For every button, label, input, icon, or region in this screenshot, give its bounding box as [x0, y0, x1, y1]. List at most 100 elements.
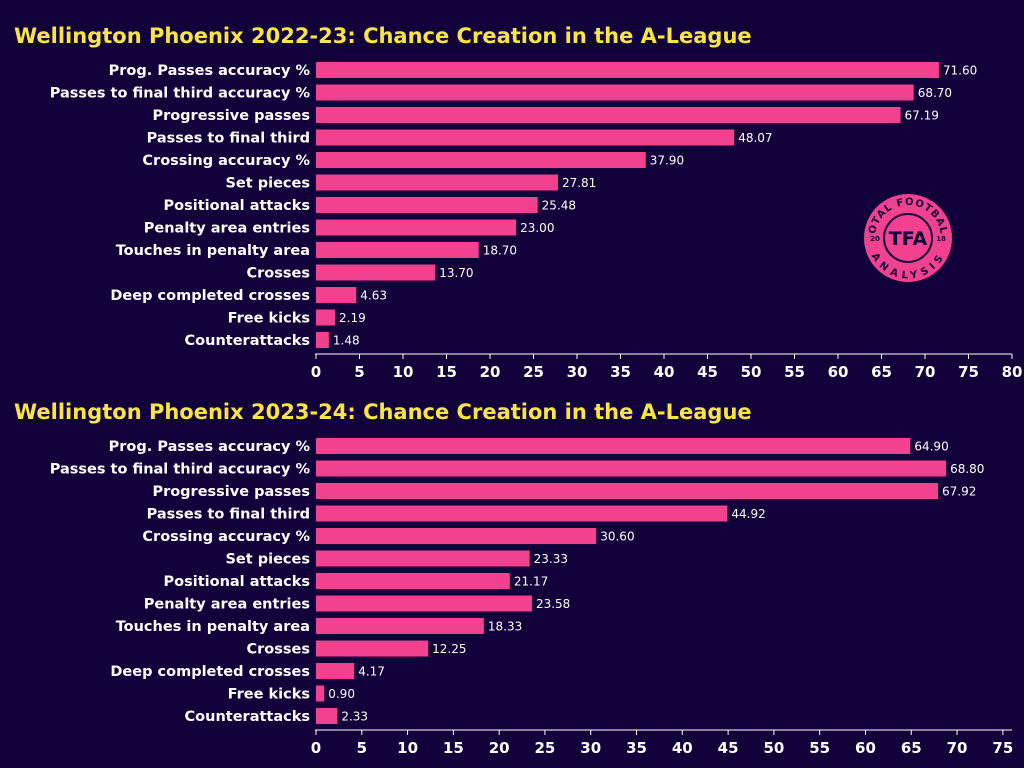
x-tick-label: 45 [718, 739, 739, 757]
chart-title-2022-23: Wellington Phoenix 2022-23: Chance Creat… [14, 24, 752, 48]
value-label: 64.90 [914, 440, 948, 454]
logo-center-text: TFA [889, 228, 928, 250]
category-labels: Prog. Passes accuracy % Passes to final t… [50, 63, 311, 349]
x-tick-label: 60 [828, 363, 849, 381]
x-tick-label: 60 [855, 739, 876, 757]
bar [316, 174, 558, 191]
bar [316, 107, 901, 123]
category-label: Set pieces [225, 552, 310, 568]
value-label: 27.81 [562, 176, 596, 190]
category-label: Penalty area entries [144, 597, 310, 613]
category-label: Free kicks [228, 687, 310, 703]
value-label: 37.90 [650, 154, 684, 168]
bars [316, 62, 939, 348]
category-label: Counterattacks [185, 709, 310, 725]
logo-right-year: 18 [936, 235, 946, 243]
x-tick-label: 15 [436, 363, 457, 381]
bar [316, 528, 597, 544]
category-label: Passes to final third accuracy % [50, 462, 311, 478]
value-label: 44.92 [731, 507, 765, 521]
category-label: Touches in penalty area [116, 243, 310, 259]
category-label: Deep completed crosses [110, 288, 310, 304]
x-tick-label: 65 [901, 739, 922, 757]
x-tick-label: 40 [654, 363, 675, 381]
bar [316, 640, 429, 657]
value-label: 30.60 [600, 530, 634, 544]
value-label: 18.70 [483, 244, 517, 258]
bar [316, 62, 939, 78]
bars [316, 438, 947, 724]
x-tick-label: 20 [489, 739, 510, 757]
x-tick-label: 30 [567, 363, 588, 381]
chart-2022-23: Wellington Phoenix 2022-23: Chance Creat… [14, 24, 1022, 381]
x-tick-label: 15 [443, 739, 464, 757]
bar [316, 197, 538, 213]
x-tick-label: 55 [784, 363, 805, 381]
bar [316, 708, 338, 724]
bar [316, 332, 329, 348]
category-label: Counterattacks [185, 333, 310, 349]
value-label: 2.33 [341, 710, 368, 724]
x-tick-label: 5 [354, 363, 364, 381]
x-tick-label: 20 [480, 363, 501, 381]
category-label: Deep completed crosses [110, 664, 310, 680]
value-label: 21.17 [514, 575, 548, 589]
bar [316, 618, 484, 634]
bar [316, 264, 436, 281]
category-label: Free kicks [228, 311, 310, 327]
x-tick-label: 40 [672, 739, 693, 757]
value-label: 25.48 [542, 199, 576, 213]
bar [316, 483, 939, 499]
chart-2023-24: Wellington Phoenix 2023-24: Chance Creat… [14, 400, 1013, 757]
category-label: Crosses [247, 266, 310, 282]
bar [316, 460, 947, 477]
bar [316, 84, 914, 101]
category-labels: Prog. Passes accuracy % Passes to final t… [50, 439, 311, 725]
value-label: 67.92 [942, 485, 976, 499]
category-label: Crosses [247, 642, 310, 658]
x-axis: 0 5 10 15 20 25 30 35 40 45 50 55 60 65 70 75 [311, 729, 1013, 757]
category-label: Positional attacks [164, 574, 310, 590]
x-tick-label: 65 [871, 363, 892, 381]
x-tick-label: 25 [523, 363, 544, 381]
bar [316, 129, 735, 146]
category-label: Passes to final third [147, 131, 310, 147]
bar [316, 438, 911, 454]
tfa-logo: TOTAL FOOTBALL ANALYSIS TFA 20 18 [864, 194, 952, 282]
x-tick-label: 75 [992, 739, 1013, 757]
value-label: 23.58 [536, 597, 570, 611]
category-label: Crossing accuracy % [142, 529, 310, 545]
bar [316, 152, 646, 168]
logo-left-year: 20 [870, 235, 880, 243]
x-tick-label: 0 [311, 363, 321, 381]
logo-circle [864, 194, 952, 282]
chart-title-2023-24: Wellington Phoenix 2023-24: Chance Creat… [14, 400, 752, 424]
value-label: 18.33 [488, 620, 522, 634]
value-labels: 71.60 68.70 67.19 48.07 37.90 27.81 25.48 23.00… [333, 64, 977, 348]
logo-inner-ring [883, 213, 933, 263]
value-label: 1.48 [333, 334, 360, 348]
value-label: 67.19 [905, 109, 939, 123]
value-label: 12.25 [432, 642, 466, 656]
x-tick-label: 45 [697, 363, 718, 381]
x-tick-label: 10 [397, 739, 418, 757]
category-label: Passes to final third [147, 507, 310, 523]
bar [316, 242, 479, 258]
value-label: 0.90 [328, 687, 355, 701]
bar [316, 219, 517, 236]
x-tick-label: 35 [610, 363, 631, 381]
x-tick-label: 10 [393, 363, 414, 381]
value-label: 68.70 [918, 86, 952, 100]
bar [316, 573, 510, 589]
category-label: Positional attacks [164, 198, 310, 214]
value-label: 48.07 [738, 131, 772, 145]
bar [316, 309, 336, 326]
category-label: Prog. Passes accuracy % [109, 63, 311, 79]
value-label: 23.33 [534, 552, 568, 566]
category-label: Set pieces [225, 176, 310, 192]
x-tick-label: 50 [763, 739, 784, 757]
value-label: 71.60 [943, 64, 977, 78]
